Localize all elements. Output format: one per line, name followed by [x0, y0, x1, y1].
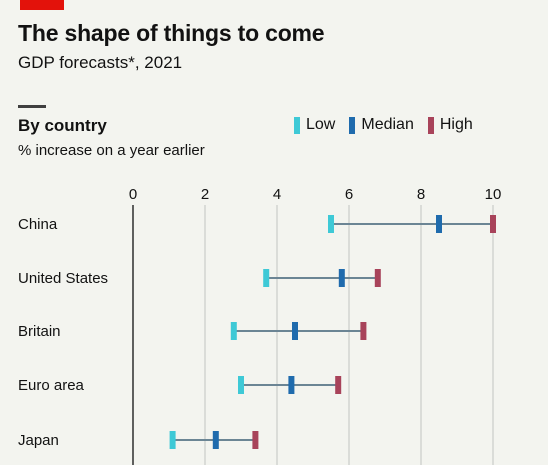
legend-swatch-high — [427, 116, 434, 134]
legend-swatch-low — [294, 116, 300, 134]
legend-item-median: Median — [349, 116, 414, 134]
x-tick-label: 10 — [485, 186, 502, 203]
chart-subtitle: GDP forecasts*, 2021 — [18, 53, 183, 72]
high-marker — [490, 215, 496, 233]
category-label: Euro area — [18, 377, 85, 394]
high-marker — [335, 376, 342, 394]
low-marker — [230, 322, 237, 340]
median-marker — [436, 215, 442, 233]
brand-red-tag — [20, 0, 64, 10]
legend-item-high: High — [427, 116, 473, 134]
x-tick-label: 2 — [201, 186, 209, 203]
chart-title: The shape of things to come — [18, 20, 325, 46]
legend-label-median: Median — [361, 116, 414, 133]
legend-item-low: Low — [294, 116, 335, 134]
x-tick-label: 6 — [345, 186, 353, 203]
legend-label-high: High — [439, 116, 473, 133]
high-marker — [374, 269, 381, 287]
median-marker — [338, 269, 345, 287]
category-label: China — [18, 216, 58, 233]
legend-swatch-median — [349, 116, 356, 134]
x-tick-label: 4 — [273, 186, 281, 203]
category-label: United States — [18, 270, 108, 287]
section-rule — [18, 105, 46, 108]
category-label: Japan — [18, 432, 59, 449]
median-marker — [292, 322, 298, 340]
legend-label-low: Low — [306, 116, 336, 133]
low-marker — [238, 376, 244, 394]
high-marker — [360, 322, 367, 340]
section-subtitle: % increase on a year earlier — [18, 142, 205, 159]
x-tick-label: 0 — [129, 186, 137, 203]
section-title: By country — [18, 116, 107, 135]
low-marker — [169, 431, 176, 449]
median-marker — [212, 431, 219, 449]
median-marker — [288, 376, 295, 394]
x-tick-label: 8 — [417, 186, 425, 203]
low-marker — [328, 215, 334, 233]
low-marker — [263, 269, 270, 287]
legend: Low Median High — [294, 116, 487, 134]
high-marker — [252, 431, 259, 449]
category-label: Britain — [18, 323, 61, 340]
